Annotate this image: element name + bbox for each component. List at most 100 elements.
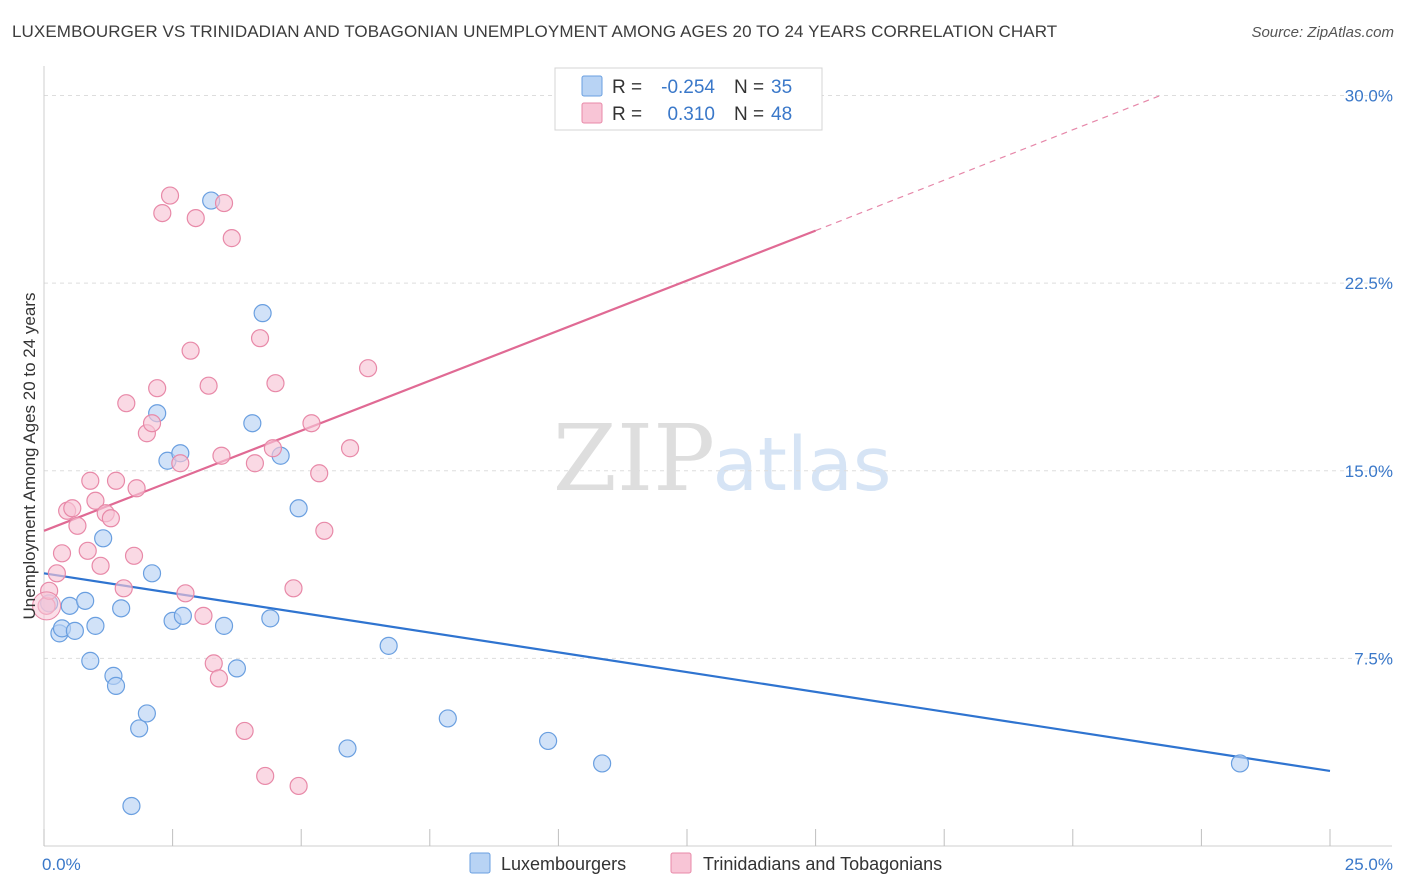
point-luxembourgers: [81, 651, 100, 670]
trend-line-extension: [815, 94, 1161, 232]
legend-n-label: N =: [734, 77, 764, 98]
point-trinidadians: [153, 203, 172, 223]
y-tick-label: 22.5%: [1345, 274, 1393, 293]
point-trinidadians: [235, 721, 254, 741]
y-axis-title: Unemployment Among Ages 20 to 24 years: [20, 293, 39, 620]
legend-bottom: Luxembourgers Trinidadians and Tobagonia…: [469, 852, 942, 874]
point-luxembourgers: [76, 591, 95, 610]
point-luxembourgers: [438, 709, 457, 728]
point-trinidadians: [222, 229, 241, 248]
legend-bottom-label: Trinidadians and Tobagonians: [703, 854, 942, 874]
point-luxembourgers: [94, 529, 113, 548]
watermark: ZIP atlas: [553, 405, 892, 512]
point-luxembourgers: [289, 499, 308, 518]
point-trinidadians: [171, 454, 190, 473]
point-trinidadians-cluster: [32, 591, 62, 621]
trend-lines: [43, 94, 1331, 773]
point-trinidadians: [266, 374, 285, 393]
point-luxembourgers: [379, 636, 398, 655]
point-luxembourgers: [214, 616, 234, 635]
x-tick-label: 0.0%: [42, 855, 81, 874]
legend-bottom-swatch-blue: [469, 852, 491, 874]
point-trinidadians: [263, 439, 283, 458]
point-luxembourgers: [122, 796, 141, 816]
watermark-zip: ZIP: [553, 405, 715, 512]
y-tick-label: 7.5%: [1354, 649, 1393, 668]
point-trinidadians: [315, 521, 334, 540]
point-trinidadians: [199, 376, 218, 395]
point-trinidadians: [358, 359, 378, 378]
point-trinidadians: [127, 479, 146, 498]
point-trinidadians: [212, 446, 231, 465]
point-luxembourgers: [1230, 754, 1250, 773]
point-trinidadians: [256, 766, 275, 786]
point-luxembourgers: [60, 596, 79, 615]
point-trinidadians: [284, 579, 303, 598]
legend-n-value: 48: [771, 104, 792, 125]
source-label: Source: ZipAtlas.com: [1251, 24, 1394, 41]
y-tick-label: 15.0%: [1345, 462, 1393, 481]
point-luxembourgers: [593, 754, 612, 773]
point-luxembourgers: [173, 606, 192, 625]
trend-line-trinidadians: [43, 229, 816, 532]
legend-r-label: R =: [612, 104, 642, 125]
point-luxembourgers: [137, 704, 156, 723]
point-trinidadians: [194, 606, 213, 625]
grid: [44, 95, 1392, 659]
point-trinidadians: [68, 516, 87, 535]
point-trinidadians: [114, 579, 133, 598]
legend-swatch-blue: [581, 75, 603, 97]
point-luxembourgers: [142, 564, 162, 583]
legend-swatch-pink: [581, 102, 603, 124]
point-luxembourgers: [338, 739, 357, 758]
point-trinidadians: [310, 464, 329, 483]
point-trinidadians: [101, 509, 120, 528]
x-tick-label: 25.0%: [1345, 855, 1393, 874]
point-trinidadians: [86, 491, 105, 510]
point-trinidadians: [124, 546, 144, 565]
legend-r-label: R =: [612, 77, 642, 98]
point-luxembourgers: [86, 616, 105, 635]
point-luxembourgers: [112, 599, 131, 618]
legend-r-value: -0.254: [661, 77, 715, 98]
chart-title: LUXEMBOURGER VS TRINIDADIAN AND TOBAGONI…: [12, 22, 1058, 41]
point-trinidadians: [142, 414, 162, 433]
point-trinidadians: [214, 193, 234, 213]
point-luxembourgers: [227, 659, 246, 678]
point-luxembourgers: [539, 731, 558, 751]
point-trinidadians: [63, 499, 82, 518]
point-trinidadians: [78, 541, 97, 560]
point-trinidadians: [209, 669, 228, 688]
point-trinidadians: [47, 564, 66, 583]
legend-n-label: N =: [734, 104, 764, 125]
point-trinidadians: [106, 471, 126, 490]
legend-top: R = -0.254 N = 35 R = 0.310 N = 48: [554, 67, 823, 131]
point-trinidadians: [245, 454, 265, 473]
point-trinidadians: [340, 439, 360, 458]
trend-line-luxembourgers: [43, 572, 1331, 773]
point-trinidadians: [186, 208, 205, 228]
point-trinidadians: [289, 776, 308, 796]
point-luxembourgers: [253, 304, 272, 323]
legend-bottom-swatch-pink: [670, 852, 692, 874]
watermark-atlas: atlas: [713, 422, 892, 508]
point-trinidadians: [181, 341, 200, 360]
point-trinidadians: [81, 471, 100, 490]
point-luxembourgers: [130, 719, 149, 738]
point-trinidadians: [176, 584, 195, 603]
point-trinidadians: [117, 394, 136, 413]
point-luxembourgers: [261, 609, 280, 628]
point-trinidadians: [250, 329, 270, 348]
point-luxembourgers: [106, 676, 126, 695]
legend-bottom-label: Luxembourgers: [501, 854, 626, 874]
point-trinidadians: [148, 379, 167, 398]
legend-r-value: 0.310: [662, 104, 715, 125]
axes: 7.5% 15.0% 22.5% 30.0% 0.0% 25.0%: [42, 66, 1393, 874]
point-trinidadians: [52, 544, 72, 563]
point-trinidadians: [302, 414, 321, 433]
point-luxembourgers: [243, 414, 262, 433]
point-luxembourgers: [65, 621, 84, 640]
point-trinidadians: [160, 186, 180, 205]
legend-n-value: 35: [771, 77, 792, 98]
